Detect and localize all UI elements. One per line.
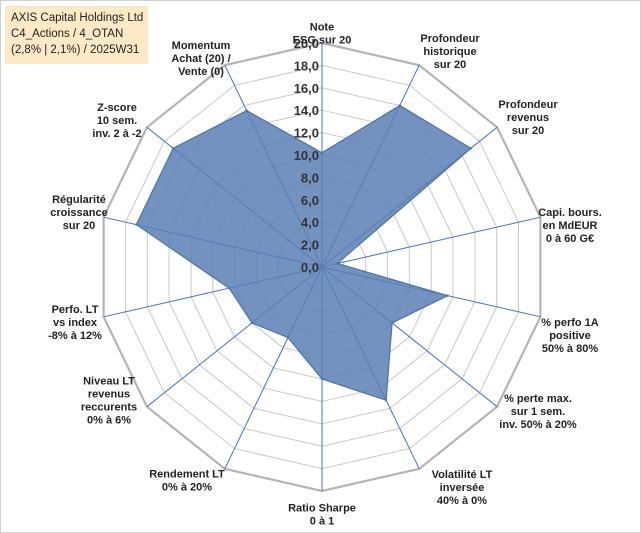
company-name: AXIS Capital Holdings Ltd xyxy=(11,12,144,24)
category-label-line: 0% à 6% xyxy=(87,415,131,427)
category-label-line: revenus xyxy=(88,389,130,401)
category-label-line: Régularité xyxy=(52,194,106,206)
category-label-line: 0% à 20% xyxy=(162,482,212,494)
category-label: Perfo. LT vs index -8% à 12% xyxy=(48,304,102,342)
data-point xyxy=(390,321,394,325)
category-label: Profondeur historique sur 20 xyxy=(420,33,480,71)
data-point xyxy=(171,147,175,150)
category-label-line: sur 20 xyxy=(434,59,466,71)
category-label: Momentum Achat (20) / Vente (0) xyxy=(171,40,230,78)
radial-axis-ticks: 0,0 2,0 4,0 6,0 8,0 10,0 12,0 14,0 16,0 18,0 20,0 xyxy=(294,36,319,275)
category-label-line: ESG sur 20 xyxy=(293,35,352,47)
performance-week-label: (2,8% | 2,1%) / 2025W31 xyxy=(11,44,140,56)
data-point xyxy=(446,294,449,297)
data-point xyxy=(228,287,231,290)
tick-label: 18,0 xyxy=(294,58,319,73)
category-label-line: Profondeur xyxy=(498,99,558,111)
axis-spoke xyxy=(321,216,541,268)
category-label-line: Z-score xyxy=(97,102,137,114)
radar-series xyxy=(135,104,473,402)
category-label-line: Momentum xyxy=(172,40,231,52)
category-label: % perfo 1A positive 50% à 80% xyxy=(541,317,599,355)
info-box: AXIS Capital Holdings Ltd C4_Actions / 4… xyxy=(5,6,148,64)
category-label-line: Perfo. LT xyxy=(52,304,99,316)
category-label: Capi. bours. en MdEUR 0 à 60 G€ xyxy=(538,207,602,245)
category-label-line: inv. 50% à 20% xyxy=(499,419,577,431)
category-label-line: revenus xyxy=(507,112,549,124)
category-label-line: positive xyxy=(549,330,591,342)
tick-label: 8,0 xyxy=(301,170,319,185)
tick-label: 2,0 xyxy=(301,238,319,253)
category-label: Note ESG sur 20 xyxy=(293,22,352,47)
tick-label: 16,0 xyxy=(294,81,319,96)
category-label-line: Note xyxy=(310,22,334,34)
category-label-line: Volatilité LT xyxy=(432,469,493,481)
category-label-line: 0 à 60 G€ xyxy=(546,233,594,245)
category-label-line: historique xyxy=(423,46,476,58)
category-label-line: -8% à 12% xyxy=(48,330,102,342)
data-point xyxy=(398,104,401,107)
category-label-line: Capi. bours. xyxy=(538,207,602,219)
category-label-line: vs index xyxy=(53,317,98,329)
data-point xyxy=(336,262,339,265)
category-label-line: Niveau LT xyxy=(83,376,135,388)
category-labels: Note ESG sur 20 Profondeur historique sur 20… xyxy=(48,22,602,528)
category-label: Ratio Sharpe 0 à 1 xyxy=(288,503,356,528)
category-label-line: inv. 2 à -2 xyxy=(92,128,141,140)
category-label-line: en MdEUR xyxy=(543,220,598,232)
category-label-line: sur 20 xyxy=(512,125,544,137)
category-label: Volatilité LT inversée 40% à 0% xyxy=(432,469,493,507)
category-label-line: sur 20 xyxy=(63,220,95,232)
category-label-line: Rendement LT xyxy=(149,469,225,481)
data-point xyxy=(250,321,254,325)
data-point xyxy=(320,151,324,154)
category-label-line: 50% à 80% xyxy=(542,343,598,355)
category-label-line: Profondeur xyxy=(420,33,480,45)
data-point xyxy=(320,377,324,381)
category-label-line: 40% à 0% xyxy=(437,495,487,507)
data-point xyxy=(135,223,138,226)
category-label-line: inversée xyxy=(440,482,485,494)
category-label: Rendement LT 0% à 20% xyxy=(149,469,225,494)
tick-label: 0,0 xyxy=(301,260,319,275)
category-label-line: sur 1 sem. xyxy=(511,406,565,418)
tick-label: 14,0 xyxy=(294,103,319,118)
category-label: Profondeur revenus sur 20 xyxy=(498,99,558,137)
category-label-line: Achat (20) / xyxy=(171,53,230,65)
category-label-line: 10 sem. xyxy=(97,115,137,127)
data-point xyxy=(286,336,290,339)
tick-label: 20,0 xyxy=(294,36,319,51)
category-label-line: % perte max. xyxy=(504,393,572,405)
category-label: Z-score 10 sem. inv. 2 à -2 xyxy=(92,102,141,140)
tick-label: 12,0 xyxy=(294,126,319,141)
category-label-line: Ratio Sharpe xyxy=(288,503,356,515)
data-point xyxy=(245,109,248,112)
tick-label: 6,0 xyxy=(301,193,319,208)
category-label-line: % perfo 1A xyxy=(541,317,599,329)
tick-label: 4,0 xyxy=(301,215,319,230)
data-point xyxy=(384,399,388,402)
data-point xyxy=(469,147,473,150)
tick-label: 10,0 xyxy=(294,148,319,163)
category-label-line: croissance xyxy=(50,207,107,219)
category-label-line: 0 à 1 xyxy=(310,516,334,528)
category-label-line: Vente (0) xyxy=(178,66,224,78)
category-label-line: reccurents xyxy=(81,402,137,414)
category-label: % perte max. sur 1 sem. inv. 50% à 20% xyxy=(499,393,577,431)
category-label: Régularité croissance sur 20 xyxy=(50,194,107,232)
portfolio-label: C4_Actions / 4_OTAN xyxy=(11,28,124,40)
category-label: Niveau LT revenus reccurents 0% à 6% xyxy=(81,376,137,427)
